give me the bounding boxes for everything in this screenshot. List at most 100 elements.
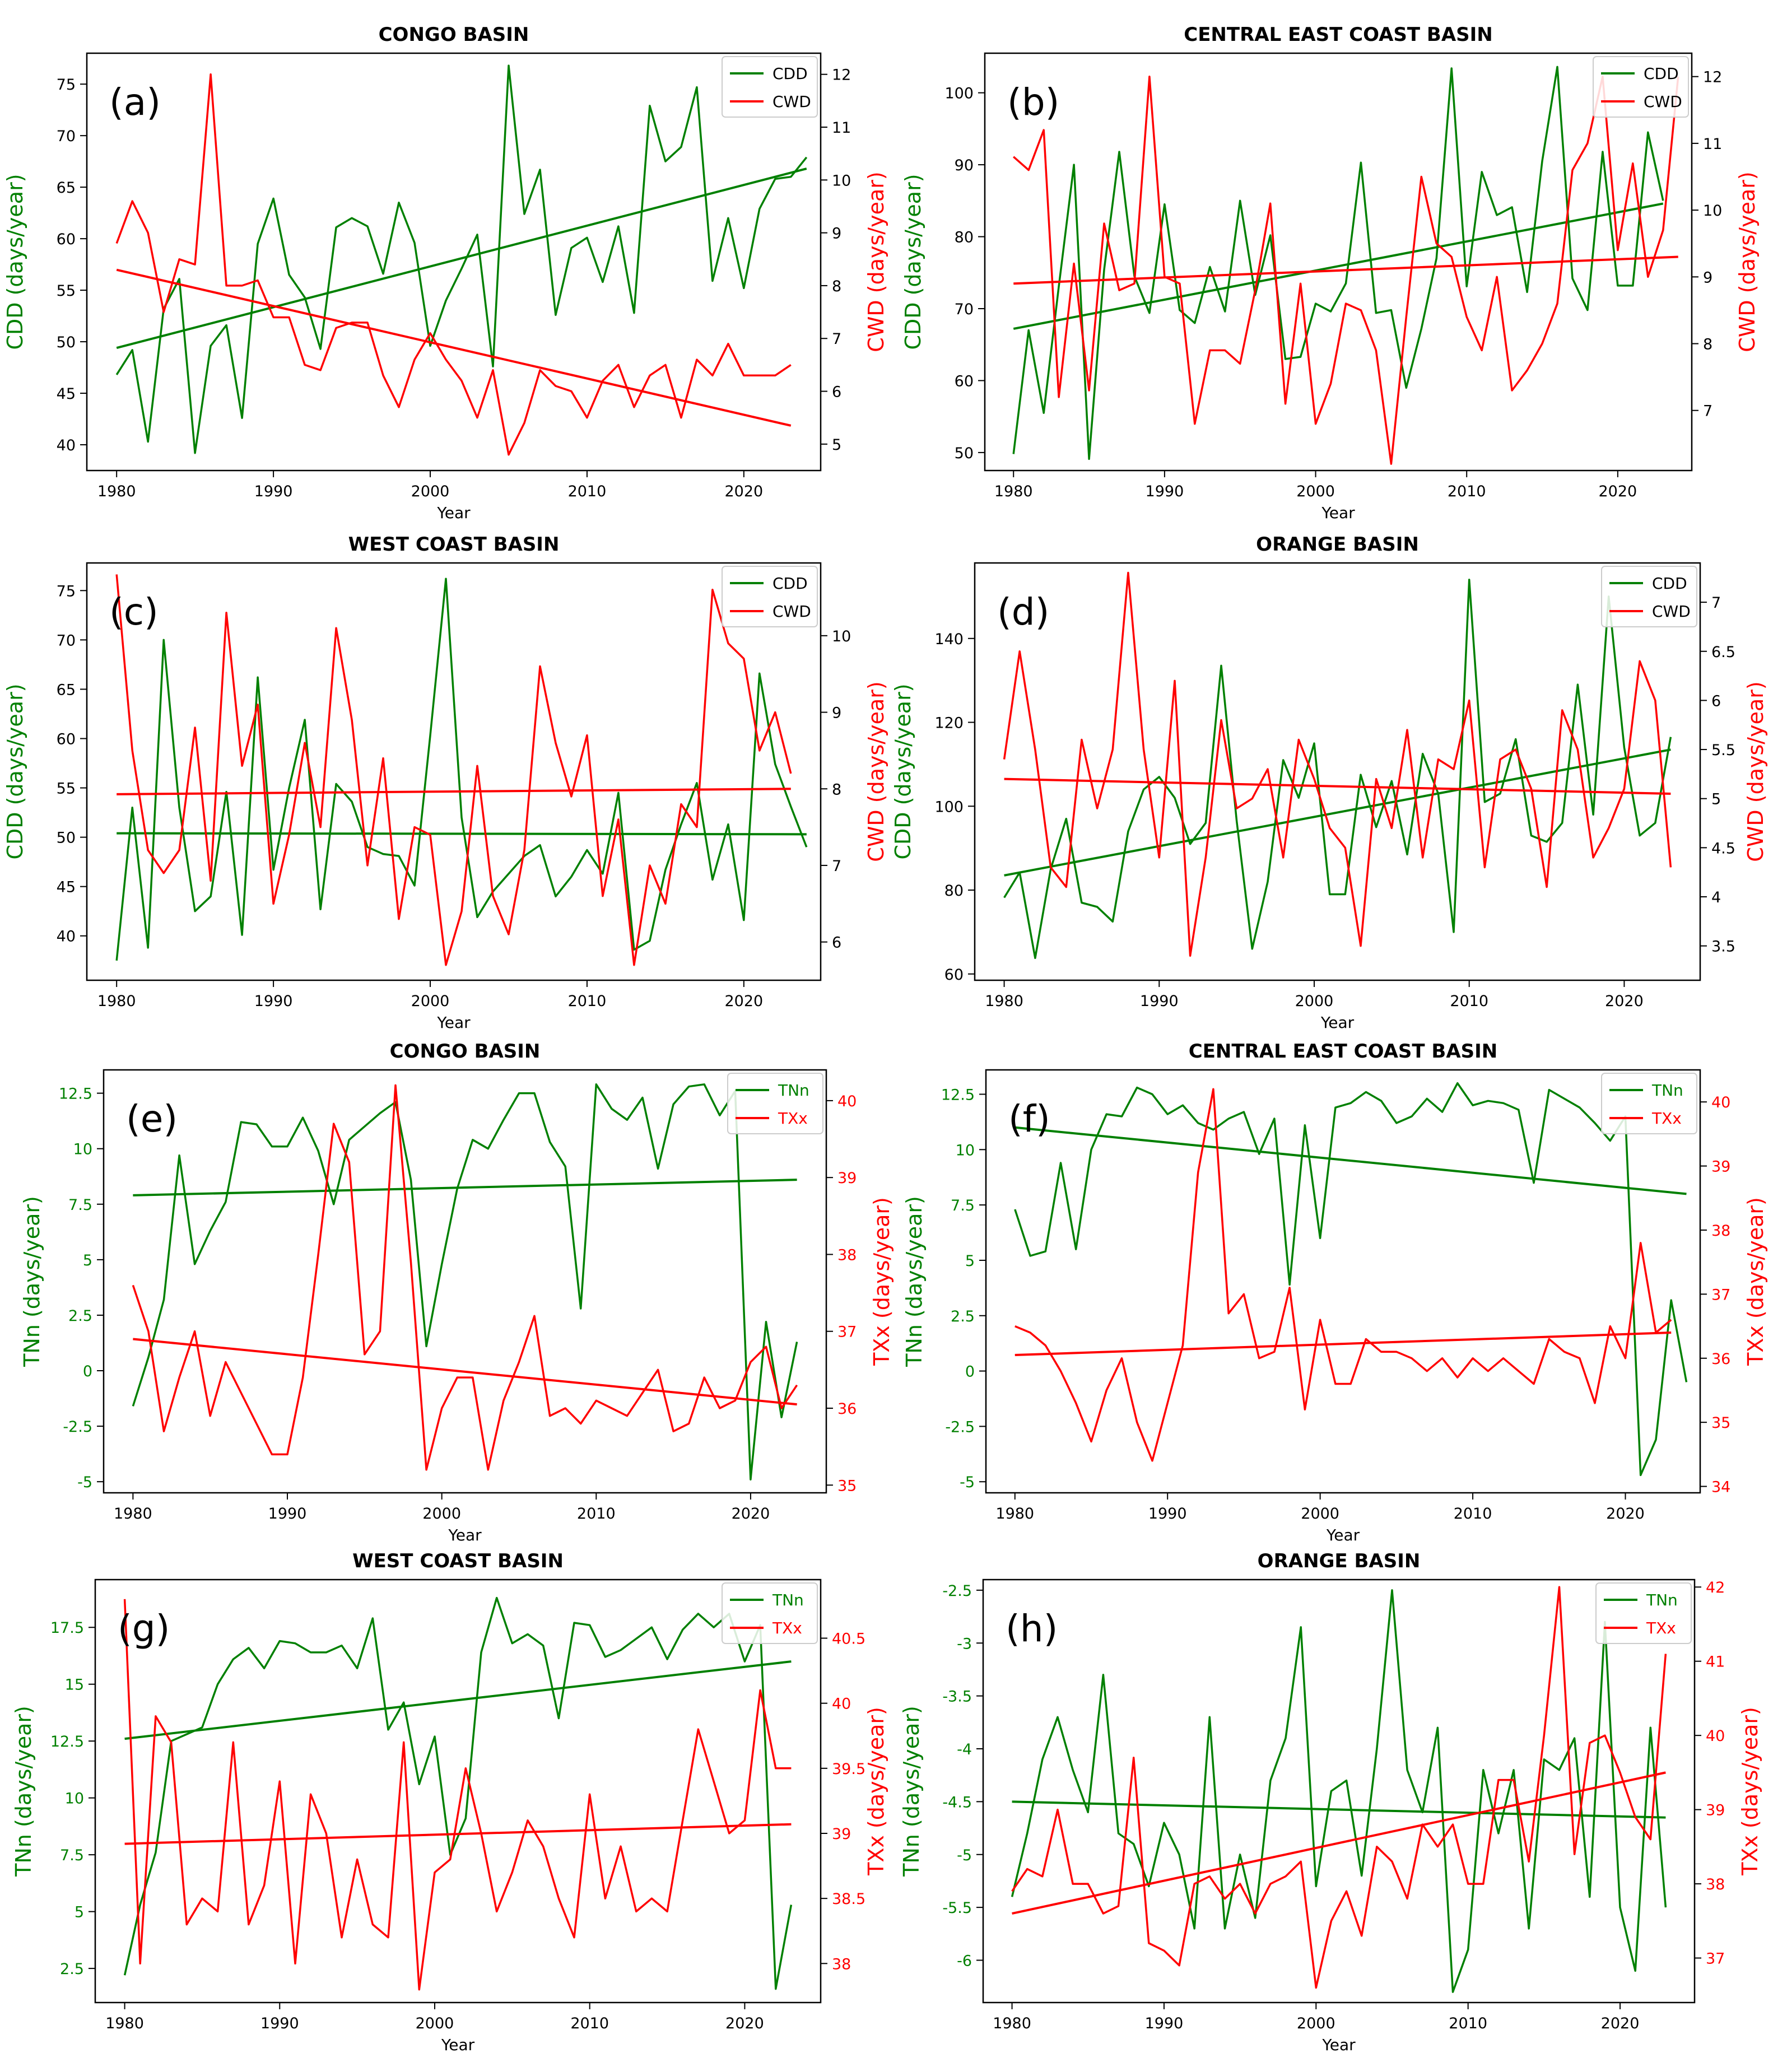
left-tick-label: 40	[57, 437, 76, 454]
left-axis-label: TNn (days/year)	[902, 1196, 927, 1367]
right-tick-label: 8	[1703, 336, 1712, 353]
series-line-tnn	[132, 1083, 798, 1480]
x-tick-label: 2020	[724, 993, 763, 1010]
chart-title: ORANGE BASIN	[1258, 1550, 1421, 1572]
left-tick-label: 60	[57, 231, 76, 248]
left-tick-label: 60	[57, 730, 76, 748]
right-tick-label: 7	[1703, 403, 1712, 420]
right-tick-label: 9	[832, 225, 841, 243]
x-tick-label: 2010	[568, 993, 607, 1010]
plot-frame	[974, 562, 1701, 981]
left-tick-label: 2.5	[60, 1961, 84, 1978]
left-tick-label: -4	[957, 1741, 972, 1758]
legend-label-txx: TXx	[1646, 1619, 1676, 1637]
series-line-tnn	[1014, 1082, 1688, 1477]
x-axis-label: Year	[436, 1013, 471, 1032]
chart-title: CONGO BASIN	[379, 24, 529, 46]
legend-label-cdd: CDD	[1652, 574, 1687, 593]
left-tick-label: -5	[77, 1474, 92, 1491]
right-tick-label: 10	[1703, 202, 1722, 220]
legend-label-cwd: CWD	[1652, 602, 1691, 621]
left-tick-label: 50	[57, 830, 76, 847]
legend-label-tnn: TNn	[772, 1591, 804, 1609]
right-tick-label: 8	[832, 781, 841, 798]
trend-line-tnn	[1015, 1126, 1687, 1195]
series-line-cdd	[115, 578, 808, 961]
x-tick-label: 1980	[114, 1505, 152, 1522]
plot-frame	[982, 1579, 1696, 2004]
right-axis-label: TXx (days/year)	[1743, 1197, 1768, 1366]
plot-frame	[984, 52, 1693, 472]
left-tick-label: 0	[83, 1363, 92, 1380]
left-tick-label: -2.5	[63, 1418, 92, 1436]
x-axis-label: Year	[1321, 2036, 1356, 2054]
series-line-cwd	[115, 574, 792, 966]
left-tick-label: 140	[934, 631, 964, 648]
trend-line-tnn	[1012, 1800, 1666, 1819]
trend-line-txx	[124, 1823, 792, 1845]
right-tick-label: 7	[1711, 594, 1721, 612]
plot-frame	[86, 52, 822, 472]
right-axis-label: CWD (days/year)	[1735, 171, 1760, 352]
trend-line-cdd	[1004, 748, 1671, 877]
legend-label-tnn: TNn	[1646, 1591, 1678, 1609]
right-tick-label: 39	[832, 1826, 851, 1843]
left-tick-label: 17.5	[50, 1619, 84, 1637]
series-line-tnn	[123, 1596, 793, 1990]
x-tick-label: 2000	[416, 2015, 454, 2032]
x-axis-label: Year	[1320, 1013, 1355, 1032]
x-tick-label: 1990	[254, 483, 293, 500]
legend-label-cdd: CDD	[772, 64, 808, 83]
right-tick-label: 6	[1711, 692, 1721, 710]
panel-e: CONGO BASIN 1980 1990 2000 2010 2020 Year -5 -2.…	[20, 1040, 894, 1544]
right-axis-label: CWD (days/year)	[864, 171, 888, 352]
series-line-txx	[1011, 1586, 1667, 1989]
x-tick-label: 2020	[724, 483, 763, 500]
left-tick-label: 10	[73, 1141, 92, 1158]
left-tick-label: 70	[57, 128, 76, 145]
right-tick-label: 39.5	[832, 1761, 865, 1778]
left-axis-label: CDD (days/year)	[891, 683, 915, 859]
series-line-cwd	[1003, 571, 1672, 957]
panel-a: CONGO BASIN 1980 1990 2000 2010 2020 Year 40 45 5…	[3, 24, 888, 522]
right-tick-label: 5.5	[1711, 742, 1735, 759]
x-tick-label: 2010	[1450, 993, 1488, 1010]
legend-label-txx: TXx	[778, 1109, 808, 1128]
panel-b: CENTRAL EAST COAST BASIN 1980 1990 2000 2010…	[901, 24, 1760, 522]
series-line-cwd	[1013, 75, 1679, 465]
x-tick-label: 1980	[995, 1505, 1034, 1522]
left-tick-label: 65	[57, 681, 76, 699]
legend: TNn TXx	[727, 1073, 823, 1134]
left-tick-label: -6	[957, 1953, 972, 1970]
x-tick-label: 1980	[105, 2015, 144, 2032]
right-tick-label: 40	[1711, 1094, 1730, 1111]
series-line-cdd	[1012, 66, 1664, 460]
plot-frame	[86, 562, 822, 981]
panel-c: WEST COAST BASIN 1980 1990 2000 2010 2020 Year…	[3, 533, 888, 1032]
right-tick-label: 8	[832, 278, 841, 295]
x-tick-label: 2020	[732, 1505, 770, 1522]
left-tick-label: 7.5	[951, 1197, 975, 1214]
left-axis-label: CDD (days/year)	[3, 683, 27, 859]
right-tick-label: 40	[837, 1093, 857, 1110]
right-tick-label: 35	[1711, 1414, 1730, 1432]
right-tick-label: 36	[1711, 1351, 1730, 1368]
x-tick-label: 2020	[725, 2015, 764, 2032]
right-axis-label: CWD (days/year)	[864, 681, 888, 862]
left-axis-label: CDD (days/year)	[3, 174, 27, 350]
left-tick-label: -5	[960, 1474, 975, 1491]
plot-frame	[103, 1069, 827, 1494]
trend-line-cwd	[116, 268, 792, 427]
x-axis-label: Year	[1321, 504, 1355, 522]
legend: TNn TXx	[1601, 1073, 1697, 1134]
right-tick-label: 3.5	[1711, 938, 1735, 956]
panel-h: ORANGE BASIN 1980 1990 2000 2010 2020 Year -6 -5…	[899, 1550, 1762, 2054]
trend-line-cdd	[117, 832, 807, 836]
right-tick-label: 5	[1711, 791, 1721, 808]
left-axis-label: TNn (days/year)	[11, 1706, 36, 1877]
legend-label-cdd: CDD	[772, 574, 808, 593]
left-tick-label: 100	[934, 798, 964, 816]
panel-label: (e)	[126, 1097, 178, 1140]
x-tick-label: 2000	[1297, 2015, 1335, 2032]
right-tick-label: 41	[1706, 1654, 1725, 1671]
